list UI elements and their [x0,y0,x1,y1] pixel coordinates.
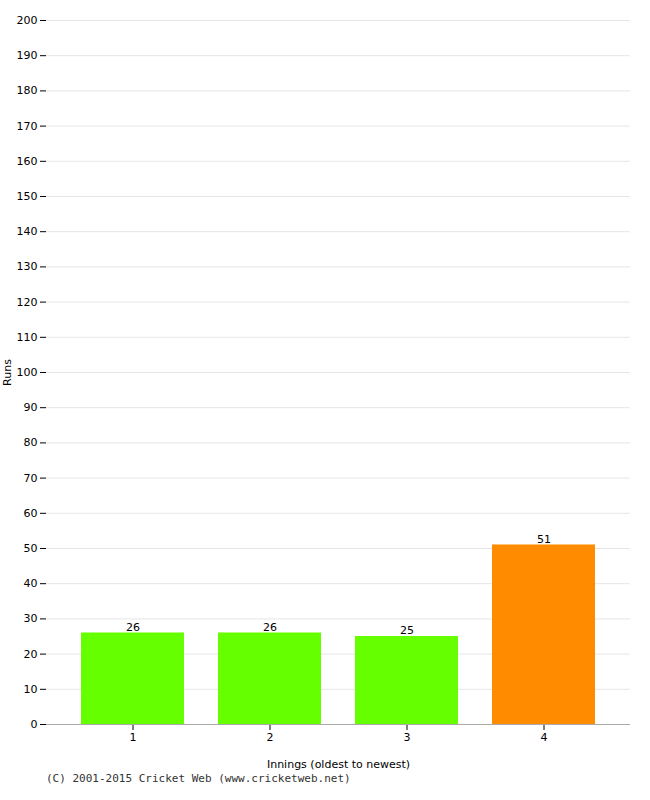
svg-text:60: 60 [24,507,38,520]
svg-text:170: 170 [17,120,38,133]
svg-text:30: 30 [24,612,38,625]
svg-text:120: 120 [17,296,38,309]
svg-text:40: 40 [24,577,38,590]
svg-text:0: 0 [31,718,38,731]
svg-text:50: 50 [24,542,38,555]
svg-text:70: 70 [24,472,38,485]
svg-text:4: 4 [541,731,548,744]
svg-text:110: 110 [17,331,38,344]
svg-text:140: 140 [17,225,38,238]
svg-text:90: 90 [24,401,38,414]
svg-text:10: 10 [24,683,38,696]
svg-text:26: 26 [263,621,277,634]
svg-text:20: 20 [24,648,38,661]
svg-text:Runs: Runs [1,359,14,386]
svg-text:200: 200 [17,14,38,27]
svg-text:51: 51 [537,533,551,546]
svg-text:25: 25 [400,624,414,637]
svg-text:2: 2 [267,731,274,744]
svg-text:180: 180 [17,84,38,97]
svg-text:26: 26 [126,621,140,634]
svg-text:160: 160 [17,155,38,168]
svg-text:150: 150 [17,190,38,203]
svg-text:1: 1 [130,731,137,744]
svg-text:100: 100 [17,366,38,379]
svg-text:80: 80 [24,436,38,449]
svg-text:3: 3 [404,731,411,744]
svg-text:190: 190 [17,49,38,62]
svg-text:130: 130 [17,260,38,273]
svg-text:Innings (oldest to newest): Innings (oldest to newest) [267,758,410,771]
html-text:(C) 2001-2015 Cricket Web (www: (C) 2001-2015 Cricket Web (www.cricketwe… [46,772,351,785]
